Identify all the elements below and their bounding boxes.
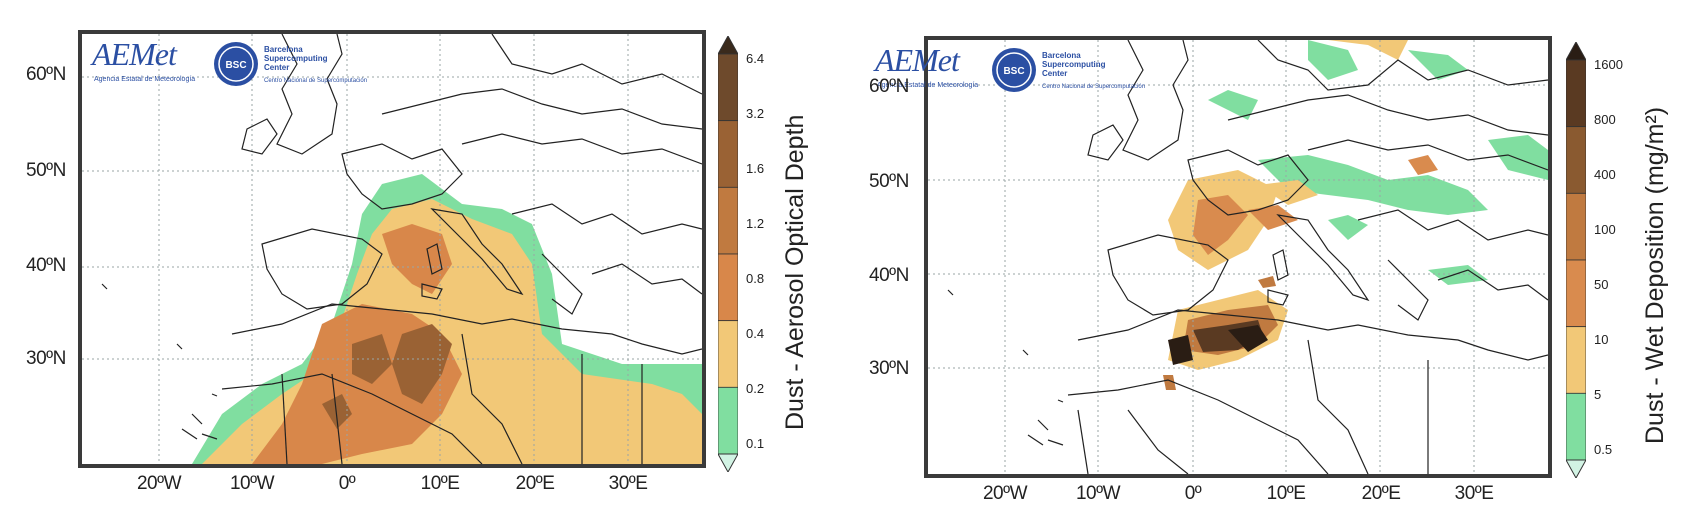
wetdep-map xyxy=(924,36,1552,478)
aod-colorbar xyxy=(718,36,738,472)
wetdep-lon-label: 10ºW xyxy=(1075,483,1121,504)
aod-lon-label: 10ºE xyxy=(420,473,460,494)
aod-lon-label: 30ºE xyxy=(608,473,648,494)
aemet-logo-text: AEMet xyxy=(92,36,177,72)
colorbar-band xyxy=(718,253,738,322)
aod-dust-field xyxy=(192,174,702,464)
colorbar-top-arrow xyxy=(1566,42,1586,61)
aod-graticule xyxy=(82,34,702,464)
wetdep-colorbar-tick: 50 xyxy=(1594,277,1609,292)
wetdep-colorbar xyxy=(1566,42,1586,478)
aemet-logo-text: AEMet xyxy=(875,42,960,78)
aemet-logo: AEMet Agencia Estatal de Meteorología xyxy=(92,36,195,83)
bsc-badge-text: BSC xyxy=(1003,66,1024,77)
aemet-logo-subtitle: Agencia Estatal de Meteorología xyxy=(877,82,979,89)
aod-colorbar-tick: 0.2 xyxy=(746,381,765,396)
bsc-logo: BSC Barcelona Supercomputing Center Cent… xyxy=(212,40,367,93)
bsc-logo: BSC Barcelona Supercomputing Center Cent… xyxy=(990,46,1145,99)
colorbar-bottom-arrow xyxy=(718,453,738,472)
bsc-logo-name: Barcelona Supercomputing Center xyxy=(264,45,328,72)
wetdep-lat-label: 50ºN xyxy=(869,171,909,192)
bsc-logo-name: Barcelona Supercomputing Center xyxy=(1042,51,1106,78)
colorbar-band xyxy=(718,386,738,455)
wetdep-lon-label: 20ºW xyxy=(982,483,1028,504)
wetdep-lat-label: 30ºN xyxy=(869,358,909,379)
aod-colorbar-title: Dust - Aerosol Optical Depth xyxy=(781,114,809,430)
aemet-logo: AEMet Agencia Estatal de Meteorología xyxy=(875,42,978,89)
bsc-logo-icon: BSC xyxy=(992,48,1036,92)
colorbar-band xyxy=(1566,326,1586,394)
aod-colorbar-tick: 1.2 xyxy=(746,216,765,231)
aod-colorbar-tick: 0.1 xyxy=(746,436,765,451)
wetdep-colorbar-tick: 5 xyxy=(1594,387,1602,402)
aod-lat-label: 50ºN xyxy=(26,160,66,181)
wetdep-colorbar-title: Dust - Wet Deposition (mg/m²) xyxy=(1641,106,1669,444)
bsc-logo-subtitle: Centro Nacional de Supercomputación xyxy=(264,78,368,84)
colorbar-band xyxy=(718,320,738,388)
colorbar-band xyxy=(1566,392,1586,461)
wetdep-colorbar-tick: 0.5 xyxy=(1594,442,1613,457)
colorbar-band xyxy=(1566,192,1586,261)
bsc-logo-subtitle: Centro Nacional de Supercomputación xyxy=(1042,84,1146,90)
wetdep-graticule xyxy=(928,40,1548,474)
aod-lat-label: 40ºN xyxy=(26,255,66,276)
aod-colorbar-tick: 3.2 xyxy=(746,106,765,121)
wetdep-lon-label: 20ºE xyxy=(1361,483,1401,504)
aod-coastlines xyxy=(101,34,702,464)
wetdep-lon-label: 0º xyxy=(1184,483,1202,504)
colorbar-band xyxy=(1566,59,1586,128)
colorbar-top-arrow xyxy=(718,36,738,55)
wetdep-colorbar-tick: 800 xyxy=(1594,112,1616,127)
colorbar-band xyxy=(718,53,738,122)
aod-lon-label: 20ºW xyxy=(136,473,182,494)
aod-colorbar-tick: 1.6 xyxy=(746,161,765,176)
wetdep-lon-label: 30ºE xyxy=(1454,483,1494,504)
wetdep-map-svg xyxy=(928,40,1548,474)
aod-colorbar-tick: 6.4 xyxy=(746,51,765,66)
wetdep-coastlines xyxy=(947,40,1548,474)
aod-map-svg xyxy=(82,34,702,464)
colorbar-bottom-arrow xyxy=(1566,459,1586,478)
aod-panel: AEMet Agencia Estatal de Meteorología BS… xyxy=(26,30,809,494)
wetdep-lat-label: 60ºN xyxy=(869,76,909,97)
aod-lon-label: 20ºE xyxy=(515,473,555,494)
bsc-badge-text: BSC xyxy=(225,60,246,71)
aemet-logo-subtitle: Agencia Estatal de Meteorología xyxy=(94,76,196,83)
bsc-logo-icon: BSC xyxy=(214,42,258,86)
wetdep-panel: AEMet Agencia Estatal de Meteorología BS… xyxy=(841,0,1682,515)
colorbar-band xyxy=(718,186,738,255)
aod-lon-label: 0º xyxy=(338,473,356,494)
aod-lat-label: 60ºN xyxy=(26,64,66,85)
wetdep-colorbar-tick: 1600 xyxy=(1594,57,1623,72)
wetdep-colorbar-tick: 100 xyxy=(1594,222,1616,237)
aod-lat-label: 30ºN xyxy=(26,348,66,369)
colorbar-band xyxy=(1566,259,1586,328)
aod-colorbar-tick: 0.8 xyxy=(746,271,765,286)
wetdep-lat-label: 40ºN xyxy=(869,265,909,286)
wetdep-colorbar-tick: 10 xyxy=(1594,332,1609,347)
wetdep-colorbar-tick: 400 xyxy=(1594,167,1616,182)
aod-lon-label: 10ºW xyxy=(229,473,275,494)
colorbar-band xyxy=(1566,126,1586,194)
aod-map xyxy=(78,30,706,468)
aod-colorbar-tick: 0.4 xyxy=(746,326,765,341)
wetdep-dust-field xyxy=(1163,40,1548,390)
wetdep-lon-label: 10ºE xyxy=(1266,483,1306,504)
colorbar-band xyxy=(718,120,738,188)
